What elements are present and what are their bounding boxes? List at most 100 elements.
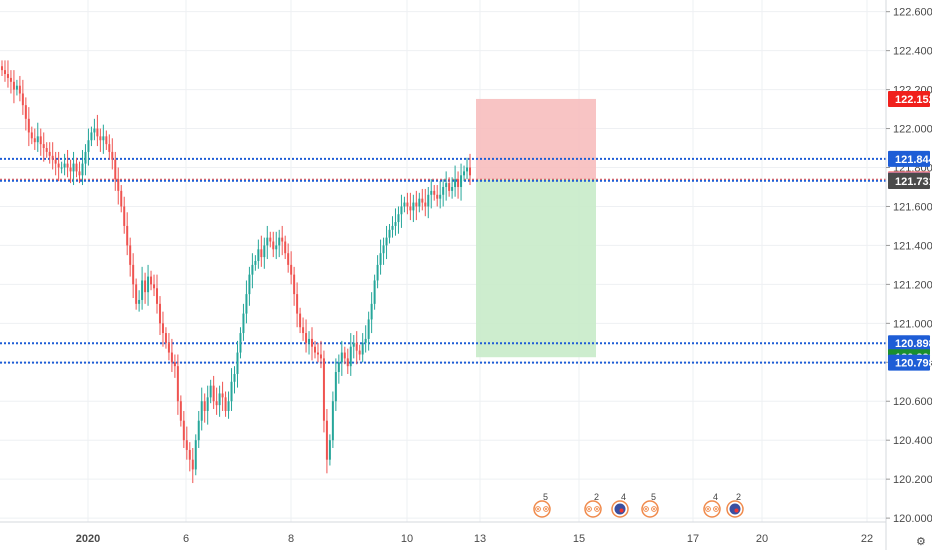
event-count: 5 [651, 492, 656, 502]
candle-body [233, 373, 236, 382]
x-tick-label: 8 [288, 533, 294, 545]
candle-body [400, 206, 403, 215]
price-tag [888, 335, 930, 352]
candle-body [111, 151, 114, 160]
event-icon [703, 500, 721, 518]
candle-body [27, 118, 30, 133]
x-tick-label: 6 [183, 533, 189, 545]
stop-loss-zone [476, 98, 596, 180]
candle-body [129, 245, 132, 265]
candle-body [269, 237, 272, 242]
candle-body [376, 264, 379, 281]
candle-body [42, 144, 45, 149]
event-count: 5 [543, 492, 548, 502]
candle-body [242, 313, 245, 334]
candle-body [361, 342, 364, 355]
candle-body [215, 401, 218, 406]
event-count: 4 [621, 492, 626, 502]
candle-body [170, 352, 173, 363]
price-tag-label: 120.898 [895, 338, 932, 350]
y-tick-label: 121.600 [893, 201, 932, 213]
event-flag-dot [619, 508, 624, 513]
x-tick-label: 2020 [76, 533, 100, 545]
event-dot-center [707, 508, 709, 510]
price-tag [888, 90, 930, 107]
candle-body [302, 327, 305, 334]
candle-body [385, 237, 388, 246]
y-tick-label: 121.000 [893, 318, 932, 330]
candle-body [69, 167, 72, 172]
settings-icon[interactable]: ⚙ [916, 536, 926, 548]
candle-body [412, 202, 415, 211]
event-icon [533, 500, 551, 518]
candle-body [308, 338, 311, 343]
price-tag-label: 121.844 [895, 154, 932, 166]
candle-body [248, 274, 251, 295]
candle-body [9, 77, 12, 82]
candle-body [57, 163, 60, 168]
candle-body [173, 362, 176, 367]
candle-body [325, 420, 328, 460]
candle-body [358, 350, 361, 355]
candle-body [442, 186, 445, 195]
candle-body [75, 163, 78, 172]
candle-body [30, 132, 33, 139]
candle-body [424, 202, 427, 207]
candle-body [346, 358, 349, 367]
candle-body [275, 245, 278, 250]
candle-body [406, 202, 409, 207]
event-icon [584, 500, 602, 518]
candle-body [349, 346, 352, 367]
candle-body [331, 401, 334, 441]
candle-body [63, 163, 66, 168]
candle-body [209, 385, 212, 398]
candle-body [311, 338, 314, 347]
candle-body [328, 440, 331, 460]
candle-body [144, 280, 147, 293]
candle-body [334, 372, 337, 402]
candle-body [105, 136, 108, 145]
y-tick-label: 120.200 [893, 474, 932, 486]
candle-body [251, 264, 254, 275]
candle-body [39, 136, 42, 145]
x-tick-label: 13 [474, 533, 486, 545]
candle-body [448, 183, 451, 191]
x-tick-label: 15 [573, 533, 585, 545]
candle-body [123, 206, 126, 226]
candle-body [203, 401, 206, 411]
price-tag-label: 122.152 [895, 94, 932, 106]
y-tick-label: 120.400 [893, 435, 932, 447]
candle-body [36, 136, 39, 143]
candle-body [272, 241, 275, 250]
candle-body [12, 81, 15, 90]
event-flag-dot [734, 508, 739, 513]
x-tick-label: 17 [687, 533, 699, 545]
candle-body [21, 93, 24, 106]
candle-body [60, 167, 63, 169]
candle-body [18, 85, 21, 94]
economic-events: 5 2 4 5 4 2 [533, 492, 744, 518]
candle-body [108, 144, 111, 152]
candle-body [266, 237, 269, 246]
candle-body [90, 132, 93, 141]
candle-body [436, 194, 439, 199]
price-tag [888, 150, 930, 167]
candle-body [182, 420, 185, 441]
candle-body [379, 253, 382, 265]
candle-body [164, 333, 167, 343]
candle-body [212, 385, 215, 402]
candle-body [394, 222, 397, 226]
candle-body [391, 225, 394, 230]
candle-body [421, 198, 424, 203]
candle-body [185, 440, 188, 450]
candle-body [313, 346, 316, 353]
candle-body [343, 352, 346, 359]
candle-body [430, 190, 433, 195]
candle-body [158, 303, 161, 324]
candle-body [15, 85, 18, 90]
candle-body [102, 136, 105, 141]
candle-body [81, 163, 84, 176]
y-tick-label: 121.400 [893, 240, 932, 252]
